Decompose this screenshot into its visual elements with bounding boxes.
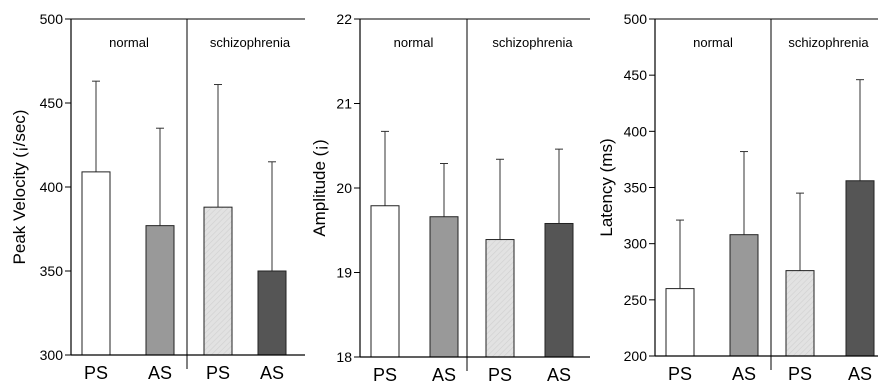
- x-axis: PS AS PS AS: [84, 363, 284, 383]
- y-tick-label: 500: [624, 11, 648, 27]
- y-axis-title: Latency (ms): [597, 138, 616, 236]
- bar: [203, 206, 233, 356]
- bars: [665, 79, 875, 357]
- plot-frame: [654, 18, 878, 370]
- bar: [429, 216, 459, 358]
- y-axis-title: Amplitude (¡): [310, 139, 329, 236]
- x-axis: PS AS PS AS: [373, 365, 571, 385]
- y-tick-label: 400: [624, 123, 648, 139]
- x-tick-label: AS: [432, 365, 456, 385]
- y-axis: 18 19 20 21 22: [336, 11, 360, 365]
- y-tick-label: 19: [336, 265, 352, 281]
- bar: [665, 288, 695, 357]
- amplitude-chart: Amplitude (¡) normal schizophrenia 18 19 2…: [310, 11, 590, 385]
- group-label-normal: normal: [109, 35, 149, 50]
- x-tick-label: AS: [260, 363, 284, 383]
- y-tick-label: 450: [40, 95, 64, 111]
- y-tick-label: 21: [336, 96, 352, 112]
- x-tick-label: PS: [488, 365, 512, 385]
- group-label-schizophrenia: schizophrenia: [788, 35, 869, 50]
- x-axis: PS AS PS AS: [668, 364, 872, 384]
- y-tick-label: 250: [624, 292, 648, 308]
- y-tick-label: 300: [624, 236, 648, 252]
- bar: [485, 239, 515, 358]
- y-axis: 300 350 400 450 500: [40, 11, 71, 363]
- y-tick-label: 20: [336, 180, 352, 196]
- group-label-schizophrenia: schizophrenia: [492, 35, 573, 50]
- x-tick-label: PS: [788, 364, 812, 384]
- bar: [845, 180, 875, 357]
- bar: [257, 270, 287, 356]
- bars: [370, 130, 574, 358]
- bar: [729, 234, 759, 357]
- bar: [544, 222, 574, 358]
- peak-velocity-chart: Peak Velocity (¡/sec) normal schizophren…: [10, 11, 305, 383]
- x-tick-label: PS: [668, 364, 692, 384]
- plot-frame: [359, 18, 590, 371]
- bars: [81, 80, 287, 356]
- x-tick-label: PS: [373, 365, 397, 385]
- x-tick-label: PS: [84, 363, 108, 383]
- bar: [81, 171, 111, 356]
- y-tick-label: 200: [624, 348, 648, 364]
- y-tick-label: 500: [40, 11, 64, 27]
- x-tick-label: AS: [148, 363, 172, 383]
- y-tick-label: 22: [336, 11, 352, 27]
- y-tick-label: 350: [40, 263, 64, 279]
- bar: [370, 205, 400, 358]
- y-tick-label: 400: [40, 179, 64, 195]
- bar: [785, 270, 815, 357]
- x-tick-label: PS: [206, 363, 230, 383]
- bar: [145, 225, 175, 356]
- latency-chart: Latency (ms) normal schizophrenia 200 250…: [597, 11, 878, 384]
- x-tick-label: AS: [732, 364, 756, 384]
- x-tick-label: AS: [848, 364, 872, 384]
- group-label-schizophrenia: schizophrenia: [210, 35, 291, 50]
- y-axis: 200 250 300 350 400 450 500: [624, 11, 655, 364]
- y-tick-label: 450: [624, 67, 648, 83]
- y-tick-label: 18: [336, 349, 352, 365]
- y-tick-label: 300: [40, 347, 64, 363]
- x-tick-label: AS: [547, 365, 571, 385]
- plot-frame: [70, 18, 305, 369]
- group-label-normal: normal: [693, 35, 733, 50]
- y-axis-title: Peak Velocity (¡/sec): [10, 110, 29, 265]
- y-tick-label: 350: [624, 180, 648, 196]
- group-label-normal: normal: [394, 35, 434, 50]
